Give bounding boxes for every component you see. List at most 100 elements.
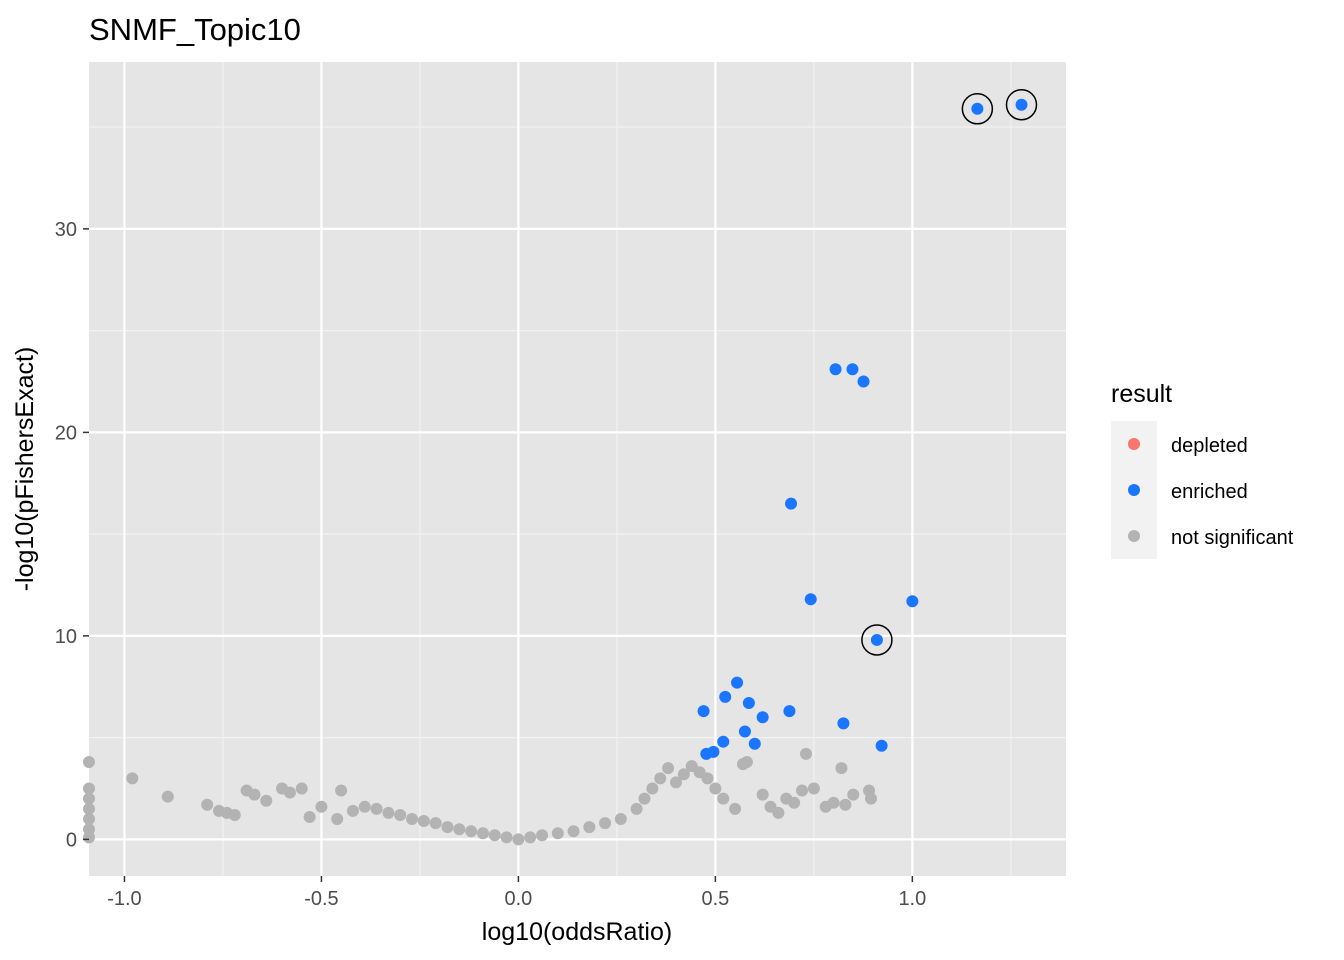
data-point-not-significant [370,802,383,815]
data-point-enriched [971,102,984,115]
data-point-not-significant [83,756,95,769]
data-point-not-significant [248,788,261,801]
data-point-not-significant [83,782,95,795]
data-point-not-significant [524,831,537,844]
data-point-not-significant [669,776,682,789]
data-point-not-significant [394,808,407,821]
data-point-enriched [756,711,769,724]
x-tick-label: 0.0 [505,888,533,910]
data-point-not-significant [827,796,840,809]
data-point-not-significant [295,782,308,795]
data-point-not-significant [835,762,848,775]
data-point-not-significant [796,784,809,797]
data-point-not-significant [488,829,501,842]
x-axis-title: log10(oddsRatio) [482,918,672,946]
data-point-enriched [697,705,710,718]
x-tick-label: 0.5 [701,888,729,910]
data-point-not-significant [228,808,241,821]
data-point-not-significant [772,806,785,819]
data-point-not-significant [303,810,316,823]
legend-key-point [1128,530,1140,542]
x-tick-label: -1.0 [107,888,141,910]
y-tick-label: 20 [55,422,77,444]
data-point-enriched [837,717,850,730]
legend-label: depleted [1171,435,1248,457]
data-point-not-significant [283,786,296,799]
data-point-enriched [829,363,842,376]
data-point-not-significant [335,784,348,797]
data-point-not-significant [453,823,466,836]
data-point-not-significant [315,800,328,813]
legend-keys: depleted enriched not significant [1111,421,1294,559]
legend-title: result [1111,380,1172,408]
data-point-not-significant [441,821,454,834]
data-point-not-significant [701,772,714,785]
major-gridlines [89,62,1066,876]
data-point-not-significant [567,825,580,838]
y-tick-label: 10 [55,626,77,648]
data-point-not-significant [630,802,643,815]
data-point-not-significant [677,768,690,781]
data-point-enriched [846,363,859,376]
legend-label: not significant [1171,527,1294,549]
data-point-not-significant [161,790,174,803]
data-points [83,98,1028,846]
data-point-not-significant [260,794,273,807]
chart-title: SNMF_Topic10 [89,12,301,47]
legend-label: enriched [1171,481,1248,503]
data-point-not-significant [599,817,612,830]
highlight-circle [1005,88,1038,121]
data-point-not-significant [847,788,860,801]
data-point-not-significant [646,782,659,795]
data-point-enriched [804,593,817,606]
data-point-not-significant [83,831,95,844]
data-point-not-significant [583,821,596,834]
data-point-enriched [748,737,761,750]
data-point-not-significant [654,772,667,785]
data-point-not-significant [536,829,549,842]
data-point-not-significant [717,792,730,805]
legend: result depleted enriched not significant [1111,380,1294,559]
data-point-not-significant [662,762,675,775]
data-point-not-significant [382,806,395,819]
data-point-not-significant [429,817,442,830]
data-point-not-significant [551,827,564,840]
data-point-not-significant [864,792,877,805]
data-point-not-significant [406,813,419,826]
legend-key-point [1128,438,1140,450]
data-point-not-significant [614,813,627,826]
data-point-not-significant [500,831,513,844]
data-point-enriched [875,739,888,752]
data-point-enriched [870,633,883,646]
data-point-not-significant [358,800,371,813]
data-point-not-significant [465,825,478,838]
plot-panel [89,62,1066,876]
data-point-enriched [738,725,751,738]
data-point-enriched [1015,98,1028,111]
data-point-not-significant [331,813,344,826]
data-point-not-significant [201,798,214,811]
y-tick-label: 0 [66,829,77,851]
y-tick-label: 30 [55,219,77,241]
data-point-not-significant [476,827,489,840]
highlight-circle [861,624,893,656]
y-axis-title: -log10(pFishersExact) [11,347,39,592]
data-point-not-significant [788,796,801,809]
legend-key-point [1128,484,1140,496]
data-point-not-significant [512,833,525,846]
highlight-circle [961,93,994,125]
y-axis: 0 10 20 30 [55,219,89,851]
data-point-enriched [857,375,870,388]
data-point-enriched [700,747,713,760]
data-point-not-significant [709,782,722,795]
data-point-not-significant [740,756,753,769]
data-point-enriched [906,595,919,608]
minor-gridlines [89,62,1066,876]
data-point-not-significant [83,813,95,826]
data-point-enriched [783,705,796,718]
data-point-enriched [717,735,730,748]
data-point-enriched [719,690,732,703]
highlight-circles [861,88,1038,656]
x-tick-label: 1.0 [898,888,926,910]
